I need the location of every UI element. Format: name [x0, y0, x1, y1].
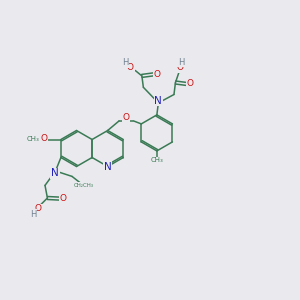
Text: O: O [35, 204, 42, 213]
Text: N: N [51, 168, 59, 178]
Text: N: N [154, 95, 162, 106]
Text: O: O [60, 194, 67, 203]
Text: O: O [127, 63, 134, 72]
Text: O: O [153, 70, 161, 79]
Text: O: O [176, 63, 184, 72]
Text: O: O [187, 79, 194, 88]
Text: H: H [30, 210, 37, 219]
Text: H: H [178, 58, 184, 67]
Text: N: N [104, 162, 112, 172]
Text: CH₃: CH₃ [26, 136, 39, 142]
Text: O: O [40, 134, 47, 143]
Text: CH₃: CH₃ [151, 158, 163, 164]
Text: CH₂CH₃: CH₂CH₃ [73, 183, 94, 188]
Text: H: H [122, 58, 128, 67]
Text: O: O [123, 112, 130, 122]
